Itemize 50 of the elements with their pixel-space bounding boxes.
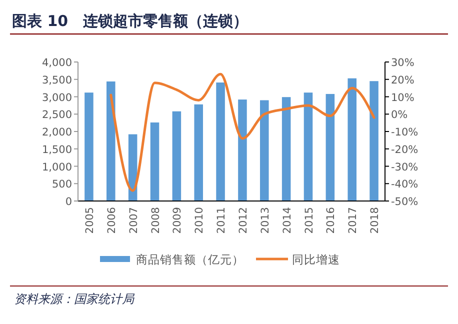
x-tick-label: 2012 xyxy=(237,207,250,234)
x-tick-label: 2008 xyxy=(150,207,162,234)
x-tick-label: 2009 xyxy=(172,207,184,234)
x-tick-label: 2011 xyxy=(216,207,228,234)
x-tick-label: 2006 xyxy=(106,206,118,234)
x-tick-label: 2016 xyxy=(325,206,338,234)
bar xyxy=(260,100,269,201)
x-tick-label: 2014 xyxy=(281,206,294,234)
bar xyxy=(216,82,225,201)
x-tick-label: 2007 xyxy=(128,207,140,234)
y2-tick-label: 30% xyxy=(391,57,414,69)
bar xyxy=(194,104,203,201)
y-tick-label: 4,000 xyxy=(42,57,72,69)
x-tick-label: 2013 xyxy=(259,207,272,234)
y-tick-label: 3,000 xyxy=(42,92,72,104)
y-tick-label: 1,000 xyxy=(42,161,72,174)
y-tick-label: 500 xyxy=(52,178,72,191)
x-tick-label: 2018 xyxy=(369,207,382,234)
bar xyxy=(348,78,356,201)
y-tick-label: 2,500 xyxy=(42,109,72,122)
bar xyxy=(172,111,182,201)
text: 资料来源：国家统计局 xyxy=(14,292,135,306)
y-tick-label: 3,500 xyxy=(42,74,72,86)
y-tick-label: 1,500 xyxy=(42,144,72,156)
y2-tick-label: -30% xyxy=(391,161,418,174)
legend-label: 同比增速 xyxy=(292,252,340,266)
y2-tick-label: -40% xyxy=(391,178,418,191)
x-tick-label: 2010 xyxy=(194,207,206,234)
y2-tick-label: 20% xyxy=(391,74,414,86)
y2-tick-label: 0% xyxy=(391,109,408,122)
y2-tick-label: -10% xyxy=(391,126,418,138)
bar xyxy=(150,122,160,201)
bar xyxy=(304,92,313,201)
y-tick-label: 2,000 xyxy=(42,126,72,138)
bar xyxy=(84,92,94,201)
bar xyxy=(106,81,116,201)
x-tick-label: 2017 xyxy=(347,207,360,234)
bar xyxy=(282,97,291,201)
y2-tick-label: -20% xyxy=(391,144,418,156)
y2-tick-label: -50% xyxy=(391,196,418,208)
x-tick-label: 2005 xyxy=(84,207,96,234)
line-series xyxy=(110,72,376,192)
bar xyxy=(370,81,378,201)
y2-tick-label: 10% xyxy=(391,92,414,104)
legend-label: 商品销售额（亿元） xyxy=(136,252,244,266)
bar xyxy=(326,94,335,201)
bar xyxy=(238,100,247,201)
x-tick-label: 2015 xyxy=(303,207,316,234)
y-tick-label: 0 xyxy=(65,196,72,208)
chart-title: 图表 10 连锁超市零售额（连锁） xyxy=(12,12,248,30)
